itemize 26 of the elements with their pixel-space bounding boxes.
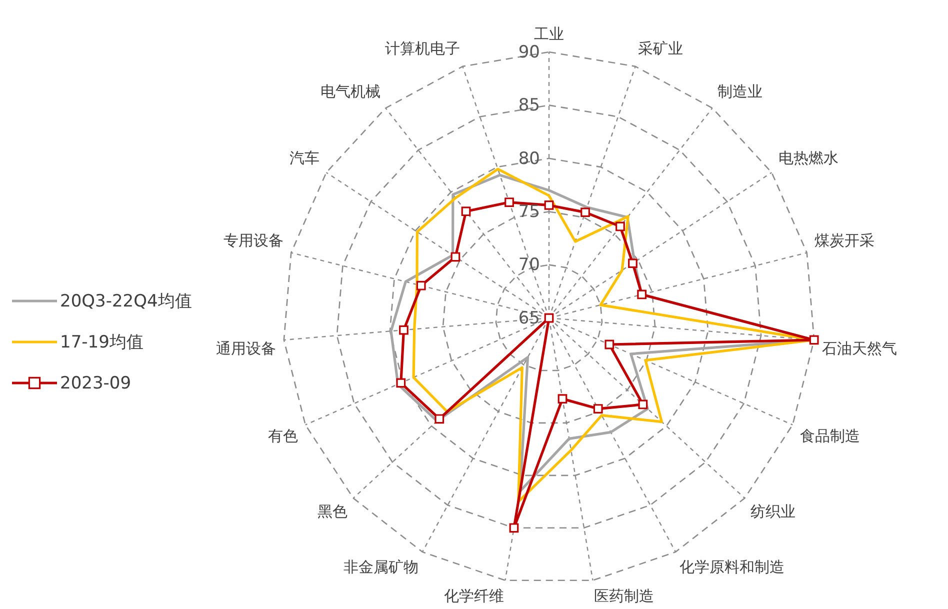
spoke-label: 工业 <box>534 24 564 43</box>
spoke-label: 电热燃水 <box>778 149 838 168</box>
spoke-label: 黑色 <box>317 502 348 520</box>
y-tick-label: 80 <box>518 148 540 169</box>
spoke-label: 汽车 <box>290 149 320 168</box>
spoke-label: 纺织业 <box>750 502 796 520</box>
spoke-label: 专用设备 <box>223 232 284 250</box>
y-tick-label: 65 <box>518 308 540 328</box>
y-tick-label: 70 <box>518 255 540 276</box>
spoke-label: 制造业 <box>717 82 762 101</box>
spoke-label: 食品制造 <box>800 426 860 445</box>
legend-label: 2023-09 <box>60 373 132 394</box>
spoke-label: 通用设备 <box>216 340 276 358</box>
spoke-label: 化学纤维 <box>444 587 504 606</box>
spoke-label: 化学原料和制造 <box>679 558 784 576</box>
legend-label: 20Q3-22Q4均值 <box>60 291 192 312</box>
legend-label: 17-19均值 <box>60 332 144 352</box>
y-tick-label: 85 <box>518 96 540 116</box>
spoke-label: 有色 <box>268 426 298 445</box>
spoke-label: 非金属矿物 <box>344 558 419 576</box>
spoke-label: 石油天然气 <box>822 340 898 358</box>
spoke-label: 电气机械 <box>320 82 381 101</box>
spoke-label: 煤炭开采 <box>814 232 875 250</box>
spoke-label: 医药制造 <box>594 587 654 606</box>
spoke-label: 计算机电子 <box>385 40 460 58</box>
spoke-label: 采矿业 <box>638 40 683 58</box>
